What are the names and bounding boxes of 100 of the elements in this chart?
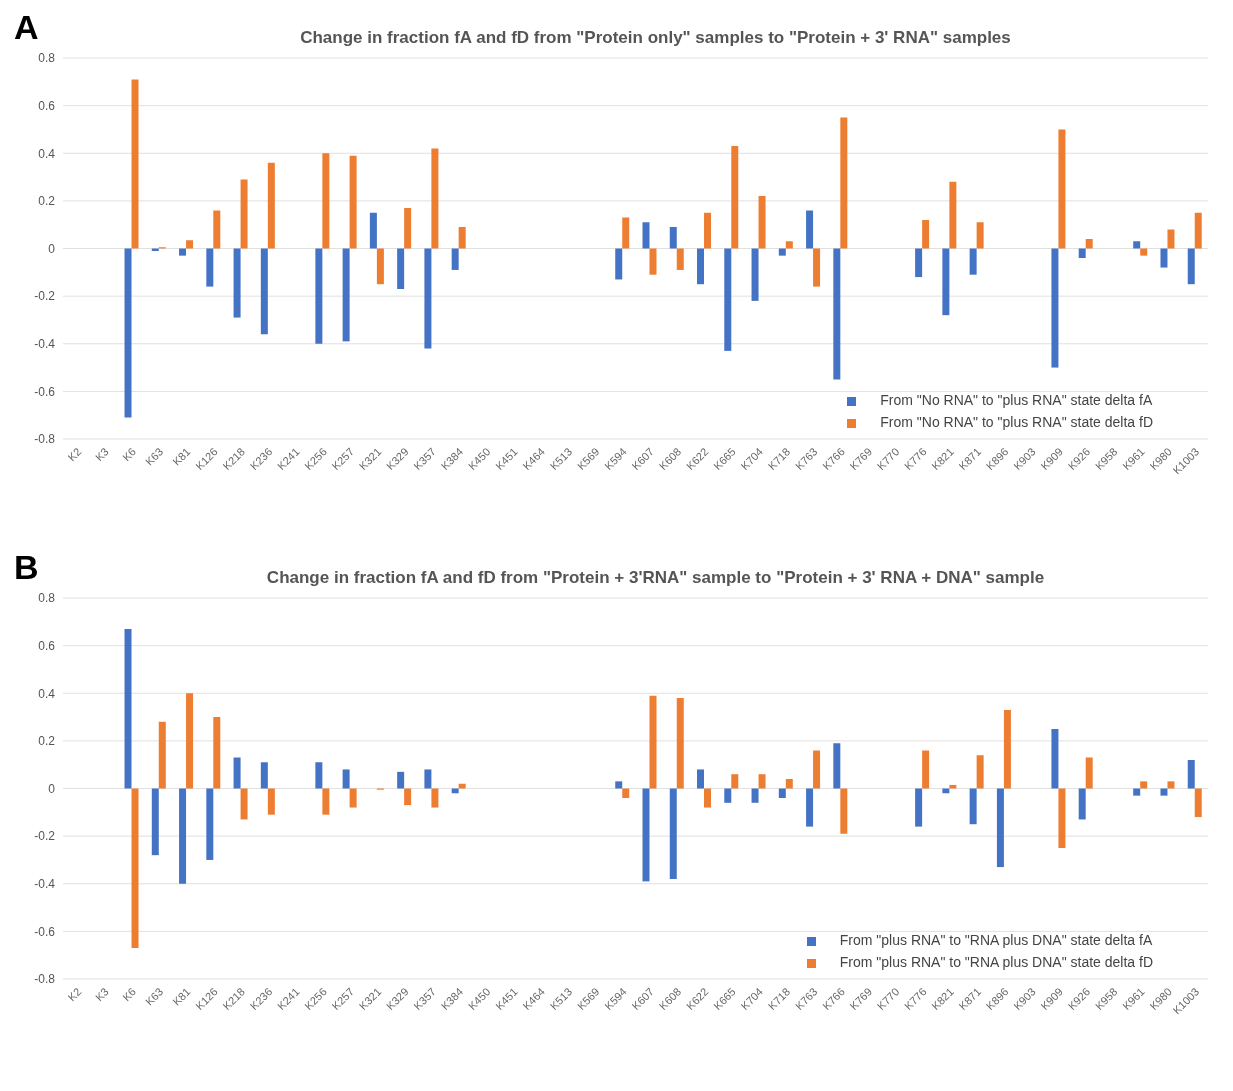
- bar: [404, 788, 412, 806]
- bar: [676, 248, 684, 270]
- bar: [1078, 248, 1086, 259]
- bar: [158, 721, 166, 789]
- bar: [179, 248, 187, 256]
- legend-label: From "plus RNA" to "RNA plus DNA" state delta fD: [839, 954, 1153, 970]
- bar: [424, 769, 432, 789]
- text: B: [14, 548, 39, 587]
- bar: [124, 628, 132, 789]
- bar: [342, 248, 350, 342]
- bar: [1058, 788, 1066, 849]
- bar: [833, 743, 841, 789]
- bar: [704, 788, 712, 808]
- bar: [458, 783, 466, 789]
- x-tick-label: K2: [65, 985, 84, 1004]
- y-tick-label: 0: [48, 241, 56, 256]
- bar: [431, 788, 439, 808]
- y-tick-label: -0.2: [34, 289, 56, 304]
- legend-label: From "No RNA" to "plus RNA" state delta fD: [880, 414, 1153, 430]
- bar: [260, 762, 268, 789]
- y-tick-label: 0.8: [38, 591, 56, 606]
- bar: [179, 788, 187, 884]
- legend-label: From "plus RNA" to "RNA plus DNA" state delta fA: [839, 932, 1153, 948]
- bar: [642, 222, 650, 249]
- bar: [397, 771, 405, 789]
- bar: [731, 146, 739, 249]
- bar: [151, 788, 159, 856]
- x-tick-label: K6: [120, 985, 139, 1004]
- bar: [397, 248, 405, 289]
- bar: [124, 248, 132, 418]
- bar: [1160, 248, 1168, 268]
- bar: [1187, 759, 1195, 789]
- bar: [942, 248, 950, 316]
- bar: [131, 79, 139, 249]
- chart-title: Change in fraction fA and fD from "Protein + 3'RNA" sample to "Protein + 3' RNA + DNA" sample: [265, 568, 1046, 588]
- bar: [915, 248, 923, 278]
- bar: [131, 788, 139, 949]
- bar: [206, 788, 214, 860]
- legend-label: From "No RNA" to "plus RNA" state delta fA: [880, 392, 1153, 408]
- bar: [751, 248, 759, 301]
- bar: [669, 227, 677, 249]
- x-tick-label: K3: [92, 985, 111, 1004]
- bar: [724, 248, 732, 351]
- x-tick-label: K63: [143, 445, 166, 468]
- bar: [996, 788, 1004, 868]
- bar: [697, 248, 705, 285]
- bar: [233, 757, 241, 789]
- bar: [1194, 212, 1202, 249]
- bar: [949, 784, 957, 789]
- y-tick-label: 0.4: [38, 686, 56, 701]
- bar: [806, 788, 814, 827]
- bar: [1058, 129, 1066, 249]
- bar: [969, 788, 977, 825]
- bar: [315, 248, 323, 344]
- y-tick-label: -0.4: [34, 877, 56, 892]
- bar: [1051, 248, 1059, 368]
- bar: [949, 181, 957, 249]
- bar: [778, 248, 786, 256]
- bar: [758, 774, 766, 789]
- bar: [1133, 241, 1141, 249]
- bar: [976, 222, 984, 249]
- y-tick-label: 0.2: [38, 734, 56, 749]
- x-tick-label: K3: [92, 445, 111, 464]
- bar: [1003, 709, 1011, 789]
- y-tick-label: -0.8: [34, 432, 56, 447]
- bar: [322, 788, 330, 815]
- bar: [1187, 248, 1195, 285]
- bar: [676, 698, 684, 789]
- bar: [806, 210, 814, 249]
- chart-title: Change in fraction fA and fD from "Protein only" samples to "Protein + 3' RNA" samples: [299, 28, 1012, 48]
- bar: [976, 755, 984, 789]
- y-tick-label: -0.6: [34, 924, 56, 939]
- bar: [813, 750, 821, 789]
- bar: [833, 248, 841, 380]
- bar: [424, 248, 432, 349]
- bar: [1167, 229, 1175, 249]
- bar: [240, 179, 248, 249]
- x-tick-label: K81: [170, 985, 193, 1008]
- bar: [813, 248, 821, 287]
- x-tick-label: K2: [65, 445, 84, 464]
- bar: [840, 117, 848, 249]
- bar: [649, 695, 657, 789]
- bar: [240, 788, 248, 820]
- bar: [233, 248, 241, 318]
- x-tick-label: K81: [170, 445, 193, 468]
- y-tick-label: 0.6: [38, 638, 56, 653]
- bar: [751, 788, 759, 803]
- bar: [267, 788, 275, 815]
- bar: [922, 750, 930, 789]
- bar: [206, 248, 214, 287]
- bar: [649, 248, 657, 275]
- bar: [922, 219, 930, 249]
- x-tick-label: K63: [143, 985, 166, 1008]
- bar: [186, 693, 194, 789]
- y-tick-label: 0.2: [38, 194, 56, 209]
- bar: [267, 162, 275, 249]
- y-tick-label: -0.8: [34, 972, 56, 987]
- bar: [431, 148, 439, 249]
- bar: [785, 241, 793, 249]
- bar: [840, 788, 848, 834]
